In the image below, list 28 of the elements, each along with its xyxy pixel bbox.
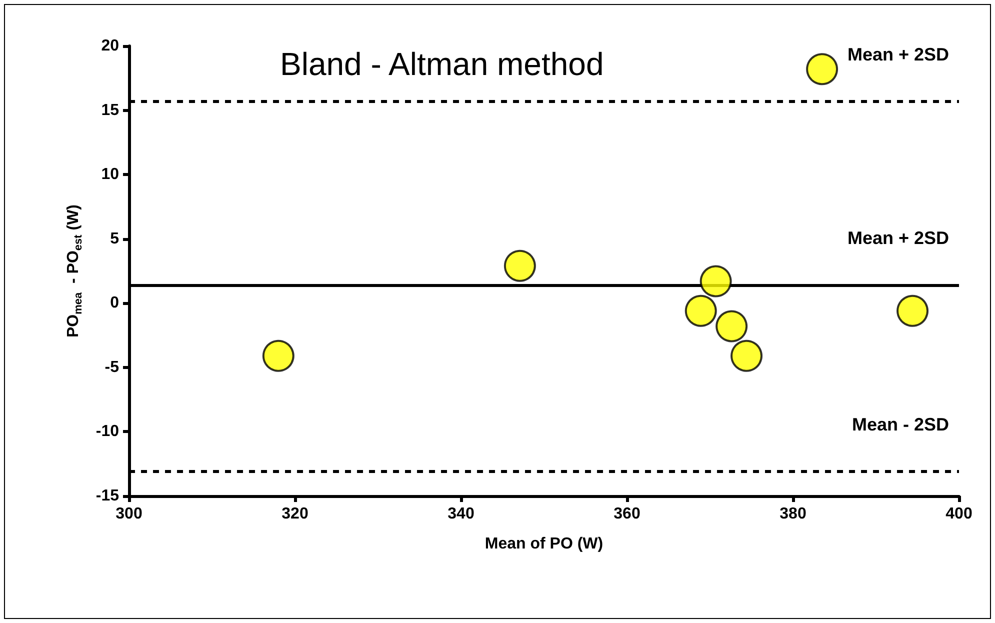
ref-line-label: Mean - 2SD — [852, 414, 949, 435]
x-tick-label: 340 — [448, 506, 474, 522]
point — [684, 294, 717, 327]
point — [700, 265, 732, 298]
point — [262, 340, 294, 372]
point — [504, 250, 536, 282]
ref-line-label: Mean + 2SD — [847, 228, 949, 248]
y-tick-label: -5 — [104, 358, 120, 376]
point — [806, 53, 838, 86]
y-tick-label: -10 — [96, 423, 120, 440]
point — [716, 310, 748, 342]
y-tick-label: 5 — [110, 230, 120, 248]
y-tick-label: 0 — [110, 294, 120, 312]
y-tick-label: 10 — [101, 166, 120, 184]
x-tick-label: 400 — [946, 506, 972, 522]
y-tick-label: 15 — [101, 102, 120, 119]
y-axis-title: POmea - POest (W) — [65, 204, 84, 338]
x-tick-label: 320 — [282, 506, 308, 522]
point — [896, 294, 929, 327]
x-tick-label: 300 — [116, 506, 142, 522]
ref-line-label: Mean + 2SD — [847, 44, 949, 64]
x-tick-label: 360 — [614, 506, 640, 522]
point — [730, 340, 763, 372]
y-tick-label: 20 — [101, 38, 120, 54]
x-axis-title: Mean of PO (W) — [484, 536, 604, 552]
y-tick-label: -15 — [96, 488, 120, 504]
x-tick-label: 380 — [780, 506, 806, 522]
chart-title: Bland - Altman method — [280, 46, 604, 82]
